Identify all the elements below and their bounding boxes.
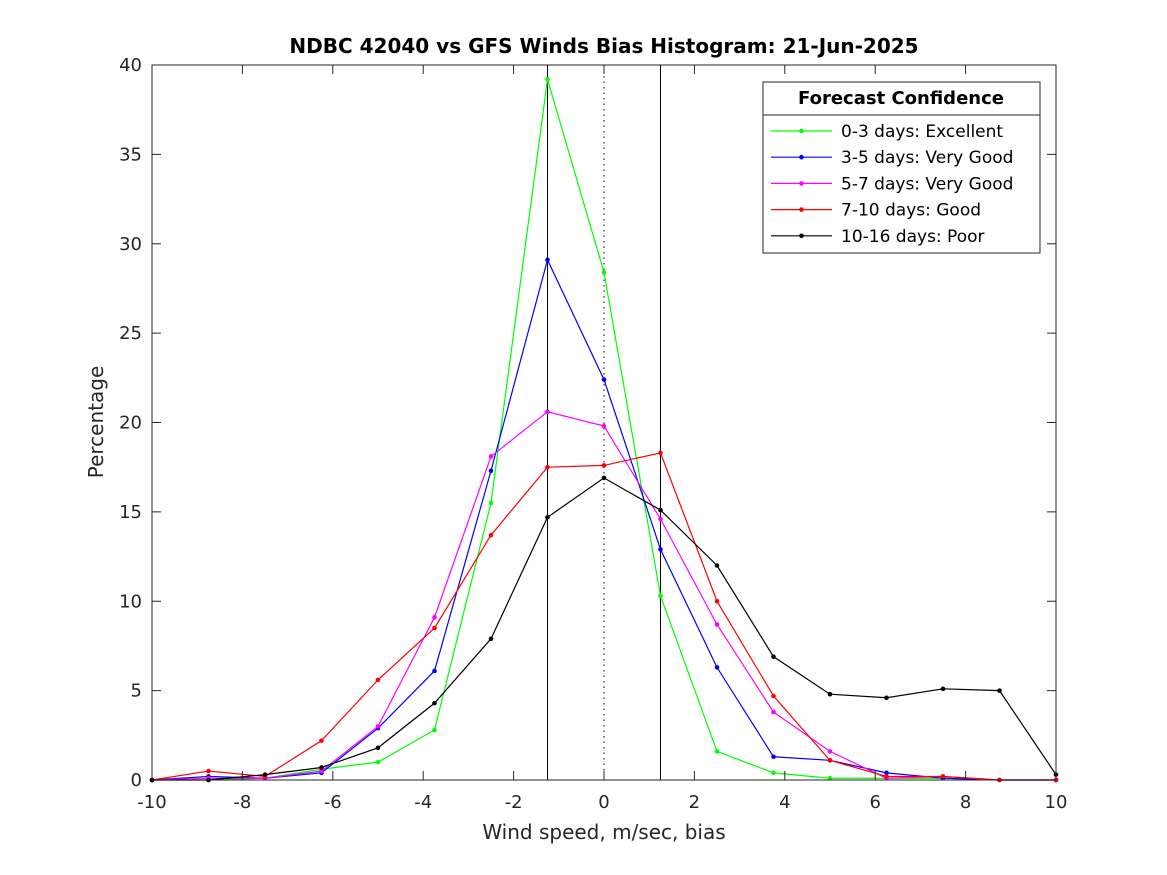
data-point-1-10 <box>714 665 720 670</box>
data-point-4-2 <box>262 772 268 777</box>
data-point-3-11 <box>771 693 776 699</box>
legend-label-0: 0-3 days: Excellent <box>841 122 1003 142</box>
y-axis-label: Percentage <box>84 366 108 479</box>
x-tick-label-6: 2 <box>689 792 700 813</box>
data-point-4-15 <box>997 688 1002 693</box>
data-point-0-11 <box>771 770 776 776</box>
data-point-2-9 <box>658 516 663 522</box>
data-point-3-12 <box>827 758 833 763</box>
x-tick-label-3: -4 <box>414 792 432 813</box>
y-tick-label-6: 30 <box>119 234 142 255</box>
data-point-4-12 <box>827 691 833 697</box>
series-lines <box>149 77 1059 783</box>
data-point-3-9 <box>658 450 663 456</box>
data-point-2-7 <box>545 409 550 415</box>
legend-label-4: 10-16 days: Poor <box>841 227 985 247</box>
data-point-0-5 <box>432 727 437 733</box>
data-point-2-4 <box>375 724 381 729</box>
x-tick-label-4: -2 <box>505 792 523 813</box>
x-tick-label-8: 6 <box>869 792 880 813</box>
legend-title: Forecast Confidence <box>798 88 1004 109</box>
legend-marker-2 <box>799 181 804 186</box>
x-tick-label-9: 8 <box>960 792 971 813</box>
y-tick-label-8: 40 <box>119 55 142 76</box>
data-point-4-10 <box>714 563 720 568</box>
x-tick-label-10: 10 <box>1045 792 1068 813</box>
x-axis-label: Wind speed, m/sec, bias <box>482 820 725 844</box>
data-point-2-5 <box>432 615 437 620</box>
x-tick-label-0: -10 <box>137 792 166 813</box>
data-point-3-6 <box>488 532 494 538</box>
data-point-1-9 <box>658 547 663 552</box>
data-point-4-8 <box>601 475 607 481</box>
legend-marker-4 <box>799 233 804 239</box>
data-point-1-6 <box>488 468 494 474</box>
data-point-3-8 <box>601 463 607 468</box>
data-point-3-5 <box>432 625 437 631</box>
data-point-0-8 <box>601 270 607 275</box>
data-point-4-7 <box>545 514 550 520</box>
legend-label-2: 5-7 days: Very Good <box>841 174 1013 194</box>
data-point-3-4 <box>375 677 381 683</box>
data-point-4-3 <box>319 765 324 770</box>
legend-label-1: 3-5 days: Very Good <box>841 148 1013 168</box>
data-point-2-11 <box>771 709 776 715</box>
data-point-0-7 <box>545 77 550 82</box>
chart-title: NDBC 42040 vs GFS Winds Bias Histogram: … <box>289 34 918 58</box>
y-tick-label-2: 10 <box>119 591 142 612</box>
legend-marker-3 <box>799 207 804 212</box>
legend-marker-1 <box>799 154 804 160</box>
legend-marker-0 <box>799 128 804 134</box>
data-point-1-8 <box>601 377 607 382</box>
data-point-3-14 <box>940 774 946 779</box>
data-point-4-13 <box>884 695 889 701</box>
y-tick-label-0: 0 <box>131 770 142 791</box>
legend-box <box>762 81 1041 254</box>
x-tick-label-1: -8 <box>233 792 251 813</box>
y-tick-label-5: 25 <box>119 323 142 344</box>
data-point-3-10 <box>714 598 720 604</box>
x-tick-label-5: 0 <box>598 792 609 813</box>
data-point-4-6 <box>488 636 494 642</box>
data-point-2-8 <box>601 423 607 429</box>
data-point-3-7 <box>545 464 550 470</box>
data-point-3-3 <box>319 738 324 743</box>
x-tick-label-2: -6 <box>324 792 342 813</box>
data-point-2-10 <box>714 622 720 627</box>
data-point-1-11 <box>771 754 776 760</box>
data-point-3-13 <box>884 774 889 779</box>
y-tick-label-4: 20 <box>119 413 142 434</box>
data-point-0-6 <box>488 500 494 506</box>
legend-entries: 0-3 days: Excellent 3-5 days: Very Good 5-… <box>771 122 1013 247</box>
data-point-3-1 <box>206 768 211 774</box>
data-point-4-11 <box>771 654 776 659</box>
reference-lines <box>547 65 661 780</box>
legend: Forecast Confidence 0-3 days: Excellent 3… <box>762 81 1041 254</box>
data-point-4-5 <box>432 700 437 706</box>
y-tick-label-3: 15 <box>119 502 142 523</box>
data-point-0-12 <box>827 775 833 781</box>
data-point-1-7 <box>545 257 550 263</box>
data-point-4-9 <box>658 507 663 513</box>
data-point-0-9 <box>658 593 663 599</box>
data-point-2-3 <box>319 768 324 774</box>
data-point-1-13 <box>884 770 889 776</box>
data-point-0-4 <box>375 759 381 765</box>
x-tick-label-7: 4 <box>779 792 790 813</box>
legend-label-3: 7-10 days: Good <box>841 201 981 221</box>
y-tick-label-7: 35 <box>119 144 142 165</box>
data-point-4-14 <box>940 686 946 692</box>
y-tick-label-1: 5 <box>131 681 142 702</box>
data-point-1-5 <box>432 668 437 674</box>
data-point-4-4 <box>375 745 381 751</box>
axis-ticks: -10 -8 -6 -4 -2 0 2 4 6 8 10 0 5 10 15 20 25 30 35 40 <box>119 55 1067 813</box>
data-point-2-12 <box>827 749 833 754</box>
data-point-0-10 <box>714 749 720 754</box>
data-point-2-6 <box>488 454 494 459</box>
